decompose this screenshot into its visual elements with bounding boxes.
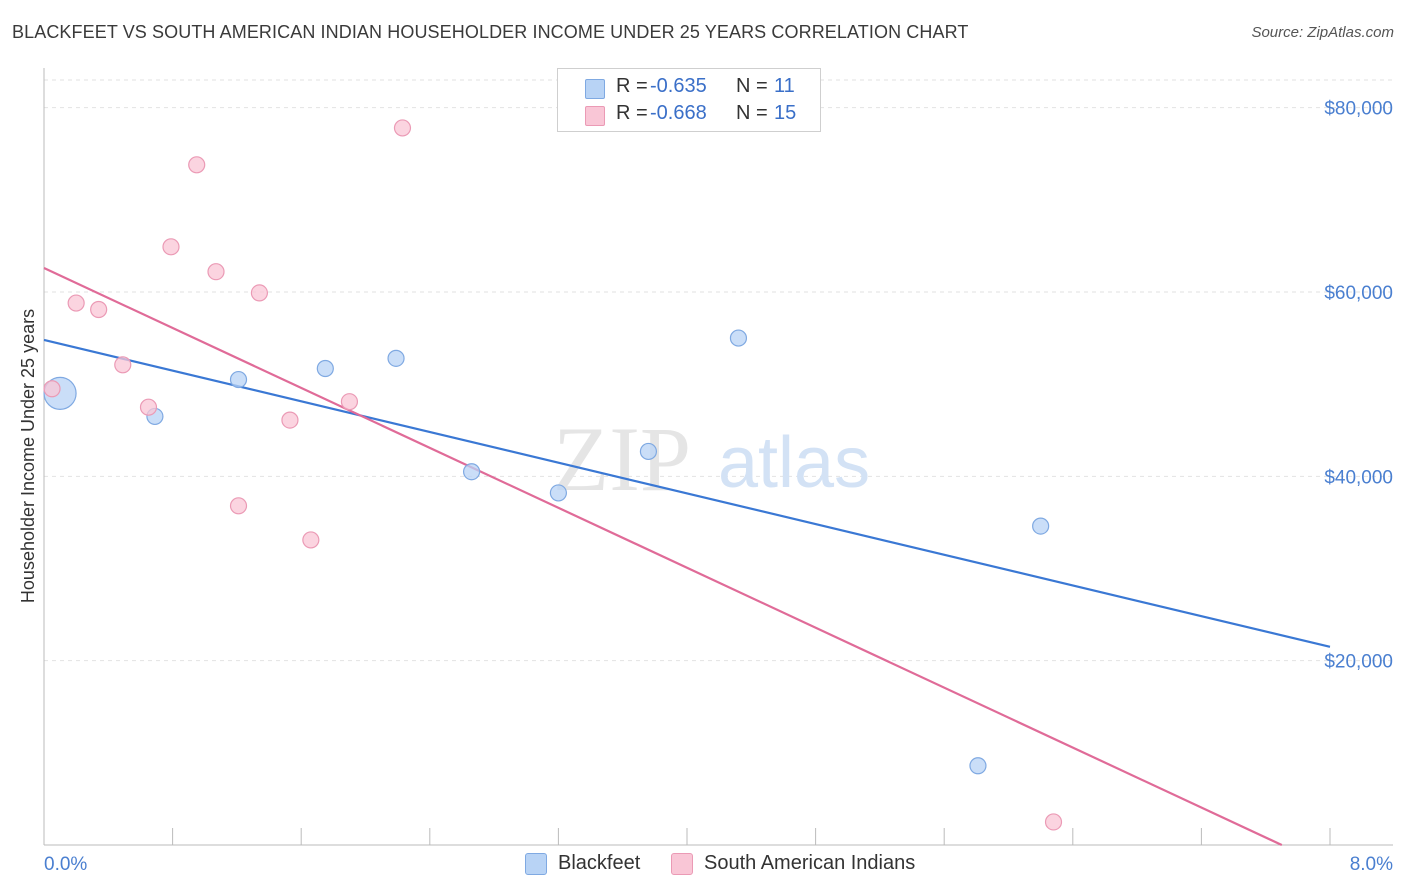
data-points bbox=[43, 119, 1063, 831]
series-legend: Blackfeet South American Indians bbox=[0, 852, 1406, 878]
point-south-american-indians[interactable] bbox=[90, 300, 108, 319]
y-tick-label: $40,000 bbox=[1324, 467, 1393, 488]
point-blackfeet[interactable] bbox=[729, 329, 748, 347]
series-label-south-american-indians: South American Indians bbox=[704, 852, 916, 874]
legend-swatch-south-american-indians bbox=[585, 106, 605, 126]
point-south-american-indians[interactable] bbox=[393, 119, 412, 137]
point-blackfeet[interactable] bbox=[387, 349, 405, 367]
chart-title: BLACKFEET VS SOUTH AMERICAN INDIAN HOUSE… bbox=[12, 22, 969, 42]
point-south-american-indians[interactable] bbox=[281, 411, 299, 429]
point-south-american-indians[interactable] bbox=[229, 497, 248, 515]
grid-lines bbox=[44, 79, 1393, 662]
legend-swatch-blackfeet bbox=[585, 79, 605, 99]
legend-r-value: -0.668 bbox=[650, 102, 707, 124]
point-south-american-indians[interactable] bbox=[114, 356, 132, 374]
y-axis-title: Householder Income Under 25 years bbox=[18, 309, 38, 603]
series-swatch-south-american-indians bbox=[671, 853, 693, 875]
legend-r-value: -0.635 bbox=[650, 75, 707, 97]
axes bbox=[43, 68, 1393, 846]
point-blackfeet[interactable] bbox=[969, 757, 987, 775]
point-south-american-indians[interactable] bbox=[43, 380, 61, 398]
point-blackfeet[interactable] bbox=[316, 359, 334, 378]
point-blackfeet[interactable] bbox=[639, 442, 658, 461]
point-south-american-indians[interactable] bbox=[340, 393, 359, 411]
legend-n-label: N = bbox=[736, 75, 768, 97]
trend-line-blackfeet bbox=[43, 338, 1331, 648]
point-south-american-indians[interactable] bbox=[139, 398, 158, 416]
x-ticks bbox=[172, 828, 1331, 845]
y-tick-labels: $20,000 $40,000 $60,000 $80,000 bbox=[1324, 99, 1393, 673]
point-south-american-indians[interactable] bbox=[302, 531, 320, 549]
watermark: ZIP atlas bbox=[553, 408, 870, 510]
legend-row-blackfeet: R = -0.635 N = 11 bbox=[558, 75, 820, 101]
legend-n-value: 11 bbox=[774, 75, 795, 97]
x-tick-label-min: 0.0% bbox=[44, 854, 87, 875]
legend-r-label: R = bbox=[616, 75, 648, 97]
point-south-american-indians[interactable] bbox=[207, 263, 225, 281]
point-south-american-indians[interactable] bbox=[67, 294, 85, 312]
stats-legend: R = -0.635 N = 11 R = -0.668 N = 15 bbox=[557, 68, 821, 132]
y-tick-label: $60,000 bbox=[1324, 283, 1393, 304]
point-blackfeet[interactable] bbox=[549, 484, 568, 502]
point-blackfeet[interactable] bbox=[229, 370, 248, 389]
point-south-american-indians[interactable] bbox=[188, 156, 206, 174]
source-label: Source: ZipAtlas.com bbox=[1251, 24, 1394, 41]
point-south-american-indians[interactable] bbox=[162, 238, 180, 256]
point-blackfeet[interactable] bbox=[1032, 517, 1050, 535]
legend-n-value: 15 bbox=[774, 102, 797, 124]
trend-lines bbox=[43, 267, 1331, 846]
watermark-zip: ZIP bbox=[553, 408, 691, 510]
legend-row-south-american-indians: R = -0.668 N = 15 bbox=[558, 102, 820, 128]
point-south-american-indians[interactable] bbox=[1044, 813, 1063, 831]
y-tick-label: $20,000 bbox=[1324, 652, 1393, 673]
point-south-american-indians[interactable] bbox=[250, 284, 269, 302]
y-tick-label: $80,000 bbox=[1324, 99, 1393, 120]
legend-n-label: N = bbox=[736, 102, 768, 124]
series-label-blackfeet: Blackfeet bbox=[558, 852, 641, 874]
series-swatch-blackfeet bbox=[525, 853, 547, 875]
x-tick-label-max: 8.0% bbox=[1350, 854, 1393, 875]
watermark-atlas: atlas bbox=[718, 423, 870, 503]
point-blackfeet[interactable] bbox=[462, 463, 481, 481]
trend-line-south-american-indians bbox=[43, 267, 1283, 846]
legend-r-label: R = bbox=[616, 102, 648, 124]
